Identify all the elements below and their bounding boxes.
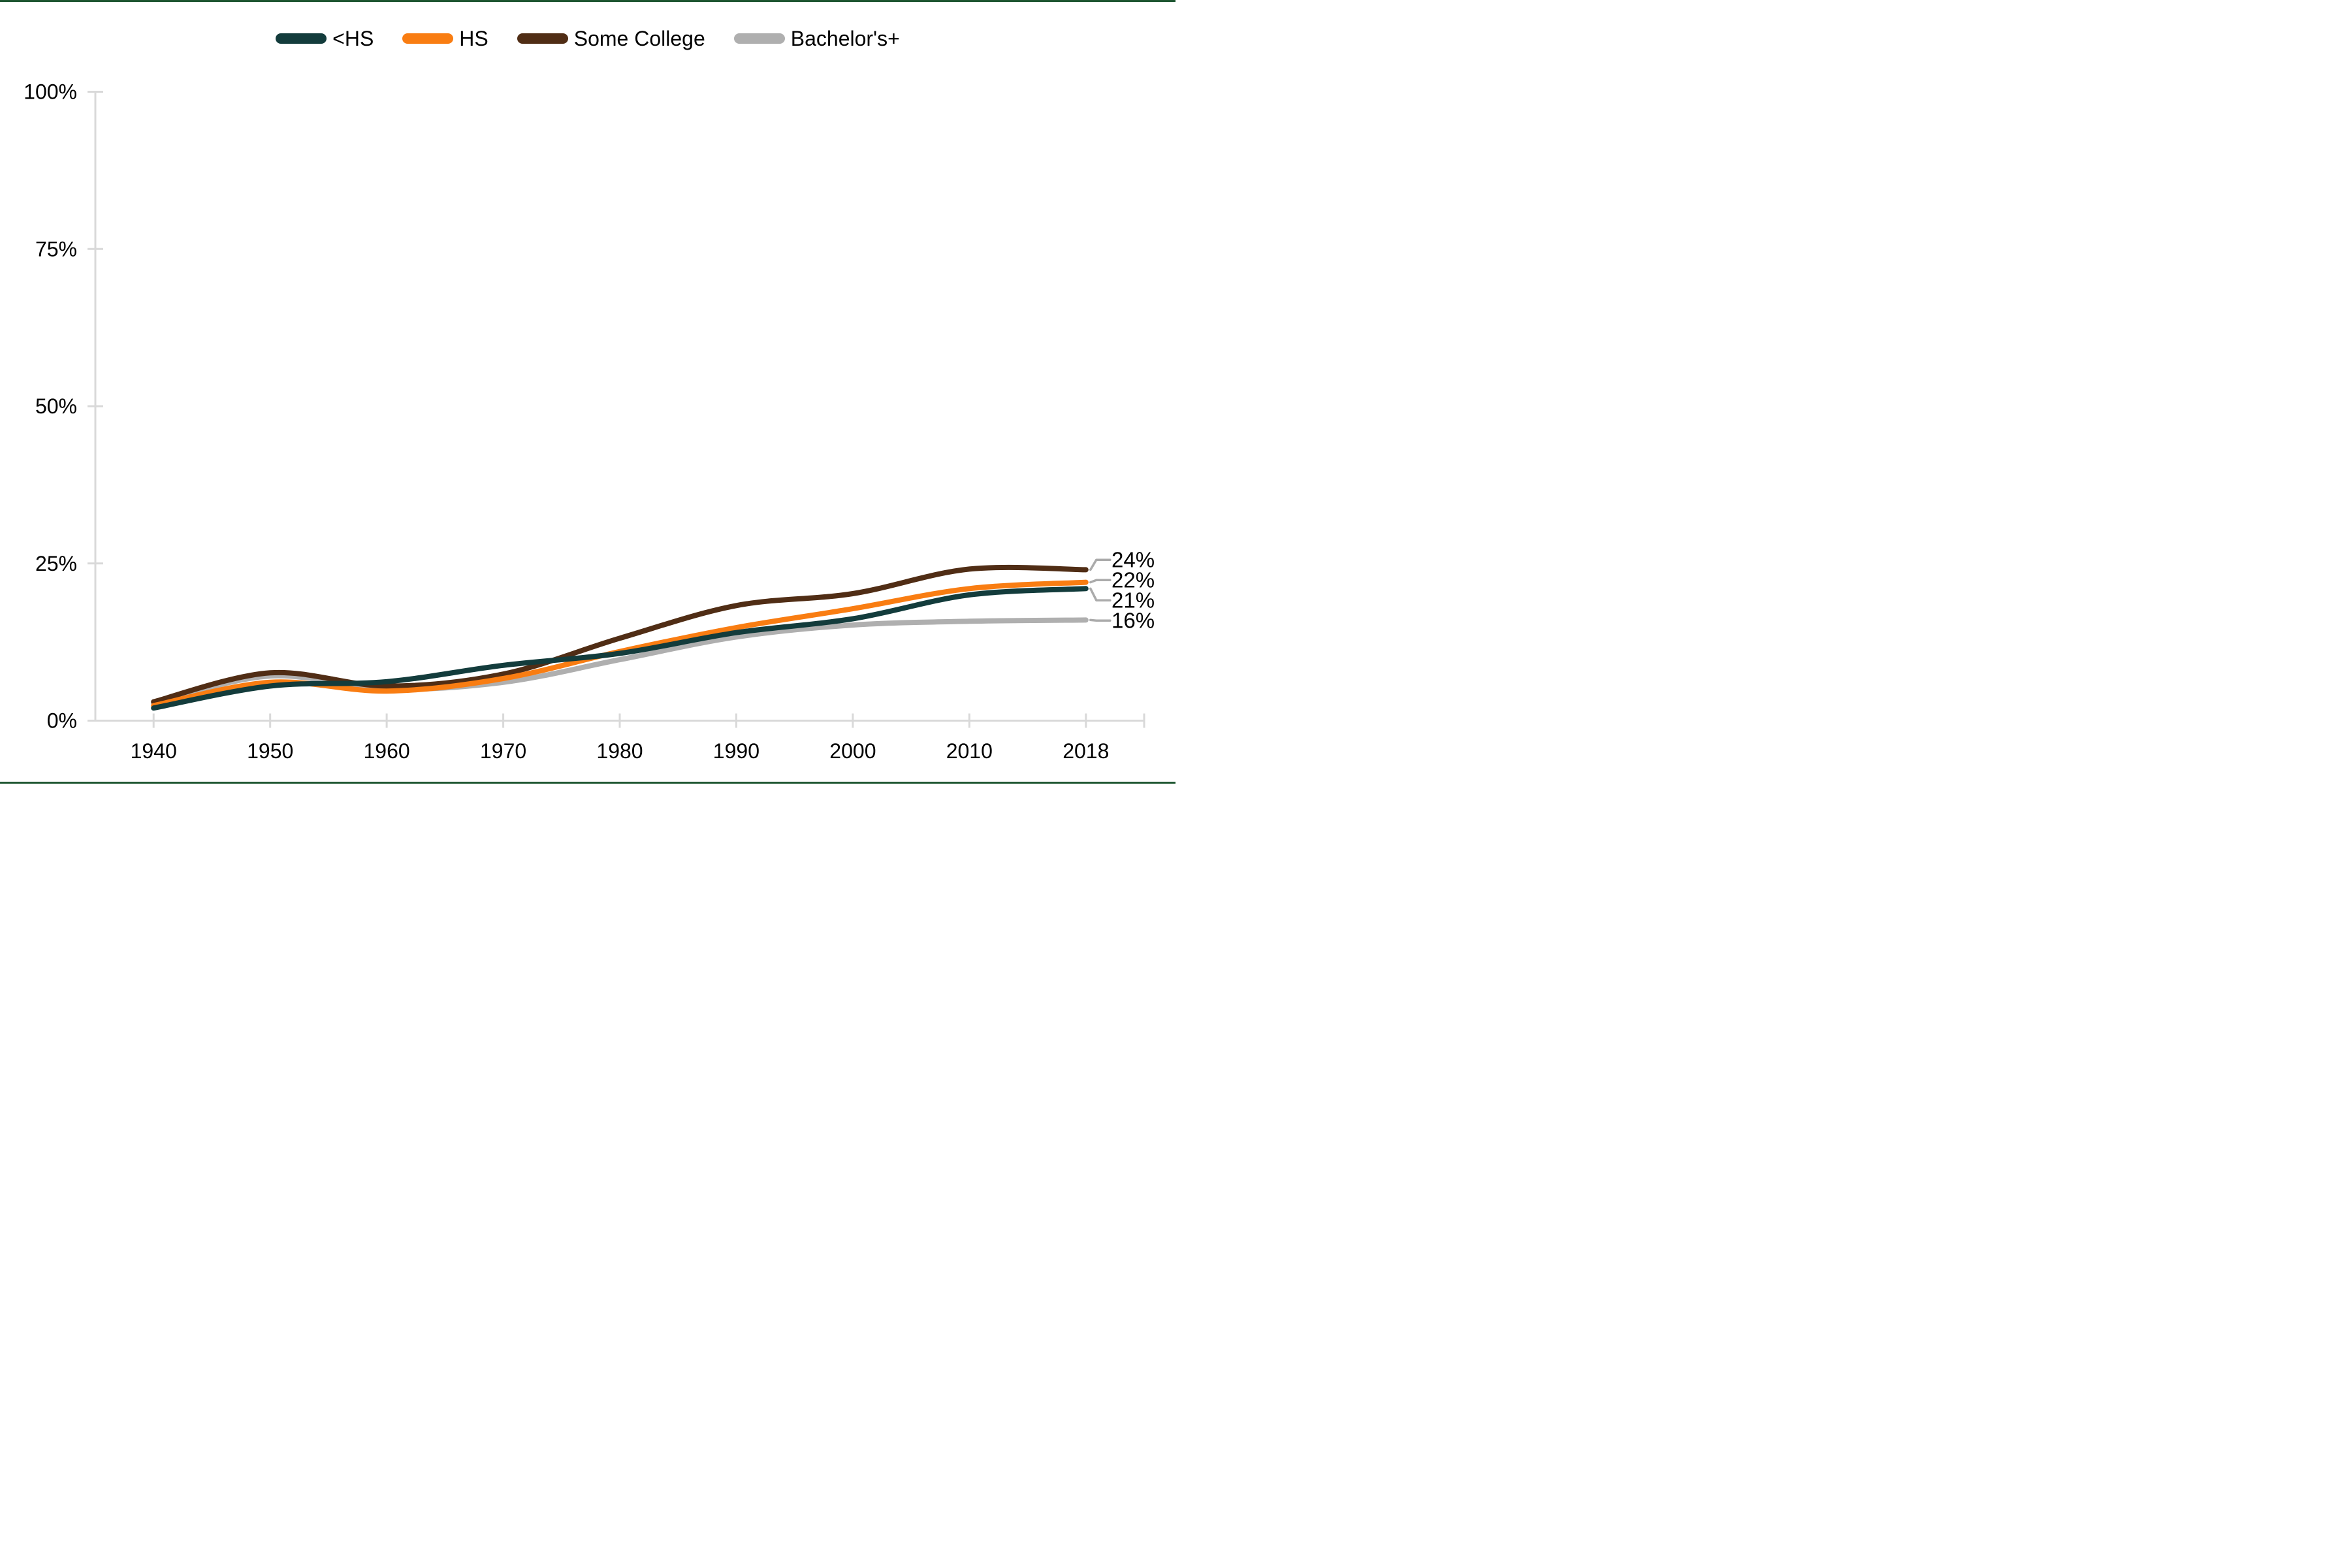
legend-item-label: HS bbox=[459, 27, 488, 50]
legend-color-swatch bbox=[733, 33, 785, 44]
legend-item: HS bbox=[402, 26, 488, 51]
y-tick-label: 50% bbox=[35, 394, 77, 418]
series-line bbox=[151, 617, 1089, 706]
legend-item-label: Some College bbox=[573, 27, 705, 50]
series-end-label: 16% bbox=[1112, 609, 1155, 633]
x-tick-label: 2000 bbox=[829, 739, 876, 763]
legend: <HS HS Some College Bachelor's+ bbox=[0, 26, 1176, 51]
legend-item: <HS bbox=[276, 26, 374, 51]
series-line bbox=[151, 564, 1089, 705]
y-tick-label: 75% bbox=[35, 237, 77, 261]
y-tick-label: 100% bbox=[24, 80, 77, 104]
legend-item: Bachelor's+ bbox=[733, 26, 900, 51]
top-border bbox=[0, 0, 1176, 2]
leader-line bbox=[1089, 558, 1112, 571]
x-tick-label: 1990 bbox=[713, 739, 760, 763]
x-tick-label: 1970 bbox=[480, 739, 526, 763]
legend-color-swatch bbox=[517, 33, 568, 44]
bottom-border bbox=[0, 782, 1176, 784]
legend-item-label: Bachelor's+ bbox=[790, 27, 900, 50]
series-end-label: 24% bbox=[1112, 548, 1155, 572]
y-tick-label: 25% bbox=[35, 552, 77, 575]
series-end-label: 22% bbox=[1112, 568, 1155, 592]
x-tick-label: 2018 bbox=[1063, 739, 1109, 763]
series-line bbox=[151, 586, 1089, 711]
leader-line bbox=[1089, 587, 1112, 601]
legend-item-label: <HS bbox=[332, 27, 374, 50]
x-tick-label: 1940 bbox=[131, 739, 177, 763]
x-tick-label: 1960 bbox=[364, 739, 410, 763]
legend-color-swatch bbox=[402, 33, 454, 44]
chart-page: <HS HS Some College Bachelor's+ 0% 25% 50% 75%… bbox=[0, 0, 1176, 784]
x-tick-label: 2010 bbox=[946, 739, 993, 763]
line-chart: 0% 25% 50% 75% 100% 1940 1950 1960 1970 1980 1990 2… bbox=[24, 80, 1155, 763]
series-end-label: 21% bbox=[1112, 588, 1155, 613]
leader-line bbox=[1089, 579, 1112, 584]
legend-color-swatch bbox=[276, 33, 327, 44]
legend-item: Some College bbox=[517, 26, 705, 51]
y-tick-label: 0% bbox=[47, 709, 77, 733]
x-tick-label: 1950 bbox=[247, 739, 293, 763]
x-tick-label: 1980 bbox=[596, 739, 643, 763]
